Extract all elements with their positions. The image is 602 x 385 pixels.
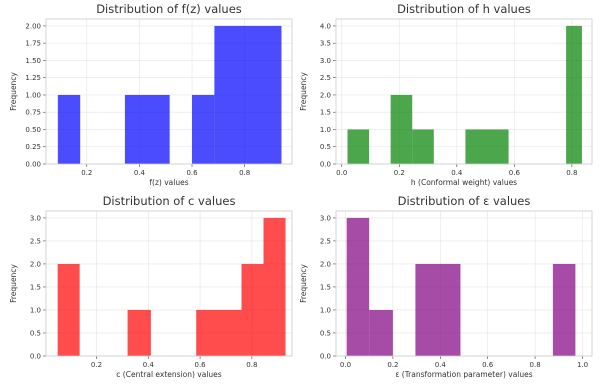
grid: [336, 19, 592, 165]
histogram-bar: [390, 94, 413, 164]
y-tick-label: 2.5: [320, 237, 331, 245]
y-tick-label: 1.5: [30, 283, 41, 291]
histogram-bar: [196, 309, 242, 356]
y-axis-label: Frequency: [299, 264, 308, 303]
x-tick-label: 0.2: [394, 169, 405, 177]
x-tick-label: 0.6: [482, 361, 494, 369]
x-axis-label: f(z) values: [149, 178, 188, 187]
axes-frame: [335, 18, 593, 165]
y-tick-label: 0.00: [25, 161, 41, 169]
histogram-bar: [241, 263, 264, 356]
y-tick-label: 0.0: [30, 353, 41, 361]
axes-frame: [45, 18, 293, 165]
x-tick-label: 0.8: [566, 169, 577, 177]
subplot-epsilon-distribution: Distribution of ε values ε (Transformati…: [299, 194, 593, 379]
y-tick-label: 0.25: [25, 143, 41, 151]
y-tick-label: 1.5: [320, 109, 331, 117]
x-tick-label: 0.6: [186, 169, 198, 177]
y-tick-label: 0.50: [25, 126, 41, 134]
subplot-fz-distribution: Distribution of f(z) values f(z) values …: [9, 2, 293, 187]
y-axis-label: Frequency: [299, 72, 308, 111]
y-tick-label: 0.5: [30, 329, 41, 337]
y-tick-label: 1.0: [320, 126, 331, 134]
subplot-title: Distribution of h values: [397, 2, 531, 16]
histogram-bar: [415, 263, 461, 356]
x-tick-label: 0.2: [91, 361, 102, 369]
y-tick-label: 3.0: [320, 57, 331, 65]
histogram-bar: [57, 94, 81, 164]
x-axis-label: h (Conformal weight) values: [411, 178, 517, 187]
y-tick-label: 1.0: [320, 306, 331, 314]
y-tick-label: 0.0: [320, 353, 331, 361]
x-tick-label: 0.4: [435, 361, 447, 369]
axes-frame: [335, 210, 593, 357]
y-tick-label: 3.0: [320, 214, 331, 222]
y-tick-label: 1.75: [25, 40, 41, 48]
y-tick-label: 3.0: [30, 214, 41, 222]
y-tick-label: 2.5: [320, 74, 331, 82]
subplot-h-distribution: Distribution of h values h (Conformal we…: [299, 2, 593, 187]
histogram-bar: [127, 309, 151, 356]
histogram-bar: [263, 217, 286, 356]
x-tick-label: 0.4: [134, 169, 146, 177]
y-tick-label: 1.5: [320, 283, 331, 291]
x-axis-label: c (Central extension) values: [116, 370, 221, 379]
y-tick-label: 1.50: [25, 57, 41, 65]
histogram-bar: [214, 25, 282, 165]
axes-frame: [45, 210, 293, 357]
y-tick-label: 3.5: [320, 40, 331, 48]
subplot-c-distribution: Distribution of c values c (Central exte…: [9, 194, 293, 379]
histogram-bar: [346, 217, 370, 356]
y-tick-label: 2.00: [25, 22, 41, 30]
x-tick-label: 0.6: [509, 169, 521, 177]
y-axis-label: Frequency: [9, 72, 18, 111]
y-tick-label: 0.5: [320, 329, 331, 337]
y-tick-label: 2.0: [30, 260, 41, 268]
y-tick-label: 1.25: [25, 74, 41, 82]
x-tick-label: 0.6: [195, 361, 207, 369]
y-tick-label: 1.00: [25, 91, 41, 99]
y-tick-label: 1.0: [30, 306, 41, 314]
histogram-bar: [192, 94, 215, 164]
y-tick-label: 2.0: [320, 260, 331, 268]
histogram-bar: [566, 25, 582, 165]
x-tick-label: 0.2: [387, 361, 398, 369]
histogram-bar: [369, 309, 393, 356]
subplot-title: Distribution of c values: [103, 194, 236, 208]
x-tick-label: 0.8: [530, 361, 541, 369]
y-tick-label: 2.5: [30, 237, 41, 245]
x-tick-label: 0.8: [239, 169, 250, 177]
x-tick-label: 1.0: [577, 361, 588, 369]
x-tick-label: 0.8: [246, 361, 257, 369]
x-axis-label: ε (Transformation parameter) values: [395, 370, 532, 379]
y-axis-label: Frequency: [9, 264, 18, 303]
histogram-bar: [465, 129, 509, 164]
y-tick-label: 0.5: [320, 143, 331, 151]
histogram-bar: [552, 263, 576, 356]
histogram-bar: [412, 129, 434, 164]
histogram-bar: [57, 263, 80, 356]
x-tick-label: 0.4: [143, 361, 155, 369]
histogram-bar: [347, 129, 370, 164]
y-tick-label: 0.0: [320, 161, 331, 169]
y-tick-label: 4.0: [320, 22, 331, 30]
y-tick-label: 2.0: [320, 91, 331, 99]
subplot-title: Distribution of f(z) values: [96, 2, 242, 16]
x-tick-label: 0.2: [81, 169, 92, 177]
x-tick-label: 0.0: [336, 169, 347, 177]
x-tick-label: 0.0: [340, 361, 351, 369]
subplot-title: Distribution of ε values: [398, 194, 531, 208]
x-tick-label: 0.4: [451, 169, 463, 177]
histogram-bar: [124, 94, 170, 164]
y-tick-label: 0.75: [25, 109, 41, 117]
